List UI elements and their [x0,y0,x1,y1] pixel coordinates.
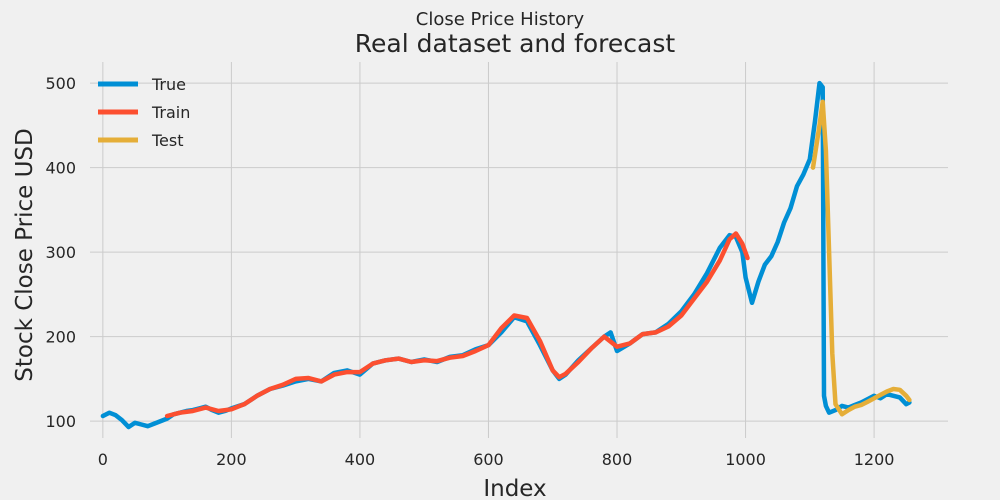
y-tick-label: 300 [45,243,76,262]
x-tick-label: 800 [602,450,633,469]
tick-labels: 0 200 400 600 800 1000 1200 100 200 300 400 500 [45,74,894,469]
legend-label-train: Train [151,103,190,122]
series-layer [100,80,912,430]
chart-suptitle: Close Price History [416,9,585,30]
series-line-true [100,80,912,430]
x-tick-label: 0 [98,450,108,469]
x-tick-label: 400 [345,450,376,469]
legend-label-test: Test [151,131,184,150]
y-tick-label: 400 [45,159,76,178]
x-tick-label: 1000 [725,450,766,469]
legend-label-true: True [151,75,186,94]
chart-title: Real dataset and forecast [355,29,676,58]
x-axis-label: Index [483,476,546,500]
x-tick-label: 200 [216,450,247,469]
y-axis-label: Stock Close Price USD [12,128,38,382]
legend: True Train Test [98,75,190,150]
series-line-train [164,231,750,419]
y-tick-label: 100 [45,412,76,431]
x-tick-label: 600 [473,450,504,469]
y-tick-label: 200 [45,328,76,347]
y-tick-label: 500 [45,74,76,93]
series-line-test [810,99,912,417]
x-tick-label: 1200 [854,450,895,469]
